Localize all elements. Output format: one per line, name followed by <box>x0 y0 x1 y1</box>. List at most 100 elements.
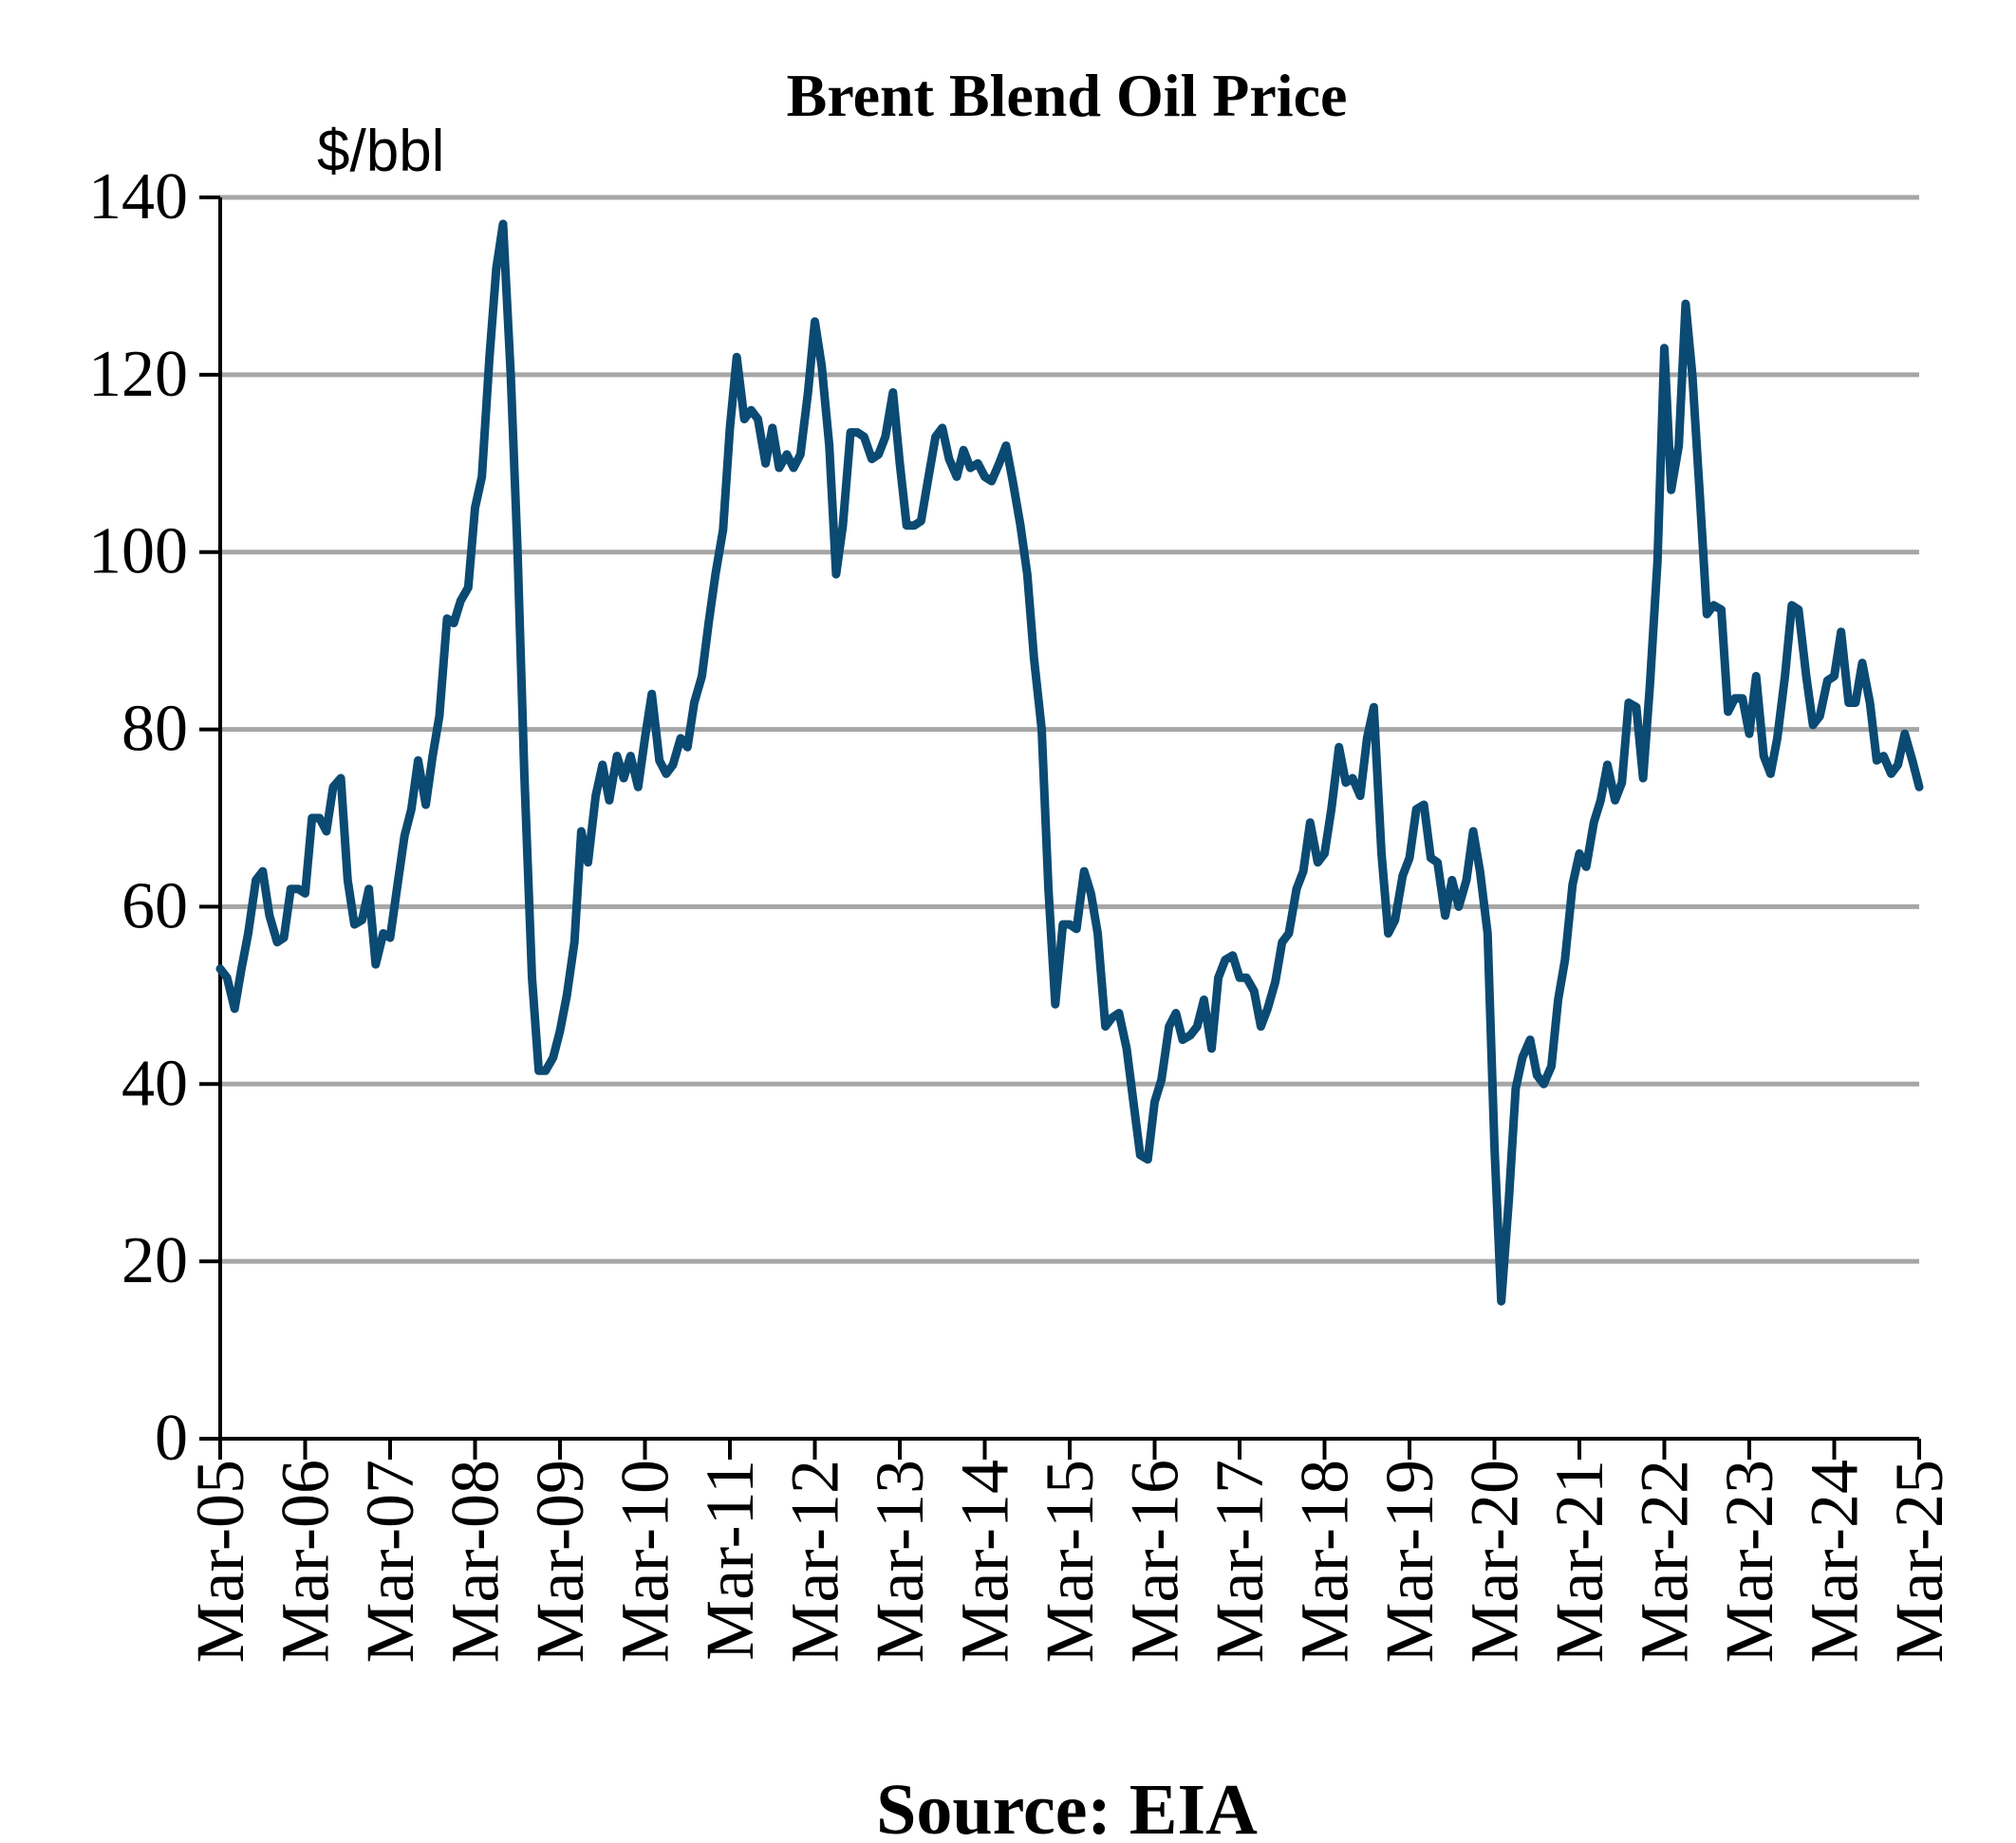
data-point <box>1770 773 1771 774</box>
data-point <box>1190 1034 1191 1035</box>
x-tick-label: Mar-16 <box>1117 1460 1193 1664</box>
data-point <box>1558 999 1559 1000</box>
data-point <box>1133 1102 1134 1103</box>
data-point <box>1621 782 1622 783</box>
data-point <box>1331 809 1332 810</box>
data-point <box>255 880 256 881</box>
data-point <box>1891 773 1892 774</box>
data-point <box>1480 871 1481 872</box>
data-point <box>460 601 461 602</box>
data-point <box>1062 924 1063 925</box>
data-point <box>1161 1079 1162 1080</box>
data-point <box>991 481 992 482</box>
data-point <box>1360 795 1361 796</box>
x-tick-label: Mar-05 <box>182 1460 258 1664</box>
data-point <box>1657 561 1658 562</box>
data-point <box>347 880 348 881</box>
data-point <box>1175 1013 1176 1014</box>
data-point <box>1367 737 1368 738</box>
data-point <box>906 525 907 526</box>
data-point <box>311 818 312 819</box>
data-point <box>517 551 518 552</box>
data-point <box>765 463 766 464</box>
data-point <box>1494 1145 1495 1146</box>
data-point <box>524 773 525 774</box>
x-tick-label: Mar-20 <box>1457 1460 1533 1664</box>
data-point <box>595 795 596 796</box>
data-point <box>1345 782 1346 783</box>
x-tick-label: Mar-13 <box>862 1460 938 1664</box>
data-point <box>1522 1057 1523 1058</box>
data-point <box>900 463 901 464</box>
x-tick-label: Mar-24 <box>1797 1460 1873 1664</box>
data-point <box>262 871 263 872</box>
data-point <box>984 476 985 477</box>
data-point <box>1303 871 1304 872</box>
data-point <box>1876 760 1877 761</box>
data-point <box>602 764 603 765</box>
data-point <box>1466 880 1467 881</box>
data-point <box>425 805 426 806</box>
data-point <box>248 933 249 934</box>
x-tick-label: Mar-23 <box>1711 1460 1787 1664</box>
data-point <box>1572 884 1573 885</box>
x-tick-label: Mar-09 <box>522 1460 598 1664</box>
data-point <box>1394 920 1395 921</box>
x-tick-label: Mar-25 <box>1881 1460 1957 1664</box>
data-point <box>220 968 221 969</box>
chart-title: Brent Blend Oil Price <box>787 62 1348 129</box>
data-point <box>574 941 575 942</box>
data-point <box>687 747 688 748</box>
data-point <box>241 968 242 969</box>
data-point <box>1586 866 1587 867</box>
data-point <box>319 818 320 819</box>
data-point <box>624 778 625 779</box>
data-point <box>835 574 836 575</box>
data-point <box>538 1070 539 1071</box>
data-point <box>1084 871 1085 872</box>
data-point <box>447 618 448 619</box>
data-point <box>269 915 270 916</box>
x-tick-label: Mar-06 <box>268 1460 344 1664</box>
y-tick-label: 120 <box>88 338 188 411</box>
x-tick-label: Mar-22 <box>1627 1460 1703 1664</box>
data-point <box>1232 955 1233 956</box>
data-point <box>715 574 716 575</box>
data-point <box>1140 1155 1141 1156</box>
data-point <box>957 476 958 477</box>
data-point <box>1246 977 1247 978</box>
data-point <box>871 458 872 459</box>
series-line-brent <box>215 219 1924 1306</box>
data-point <box>1664 347 1665 348</box>
data-point <box>1105 1026 1106 1027</box>
data-point <box>772 427 773 428</box>
data-point <box>1912 760 1913 761</box>
data-point <box>1091 893 1092 894</box>
data-point <box>857 432 858 433</box>
y-tick-label: 100 <box>88 515 188 588</box>
data-point <box>1508 1199 1509 1200</box>
data-point <box>978 463 979 464</box>
data-point <box>1183 1039 1184 1040</box>
data-point <box>1904 734 1905 735</box>
data-point <box>1197 1026 1198 1027</box>
data-point <box>227 977 228 978</box>
data-point <box>1798 609 1799 610</box>
data-point <box>1636 707 1637 708</box>
data-point <box>1806 676 1807 677</box>
data-point <box>665 773 666 774</box>
data-point <box>432 755 433 756</box>
data-point <box>1373 707 1374 708</box>
data-point <box>545 1070 546 1071</box>
data-point <box>305 893 306 894</box>
data-point <box>793 468 794 469</box>
data-point <box>468 587 469 588</box>
data-point <box>673 764 674 765</box>
data-point <box>722 530 723 531</box>
data-point <box>1424 805 1425 806</box>
data-point <box>1324 853 1325 854</box>
data-point <box>651 694 652 695</box>
data-point <box>1749 734 1750 735</box>
data-point <box>1388 933 1389 934</box>
